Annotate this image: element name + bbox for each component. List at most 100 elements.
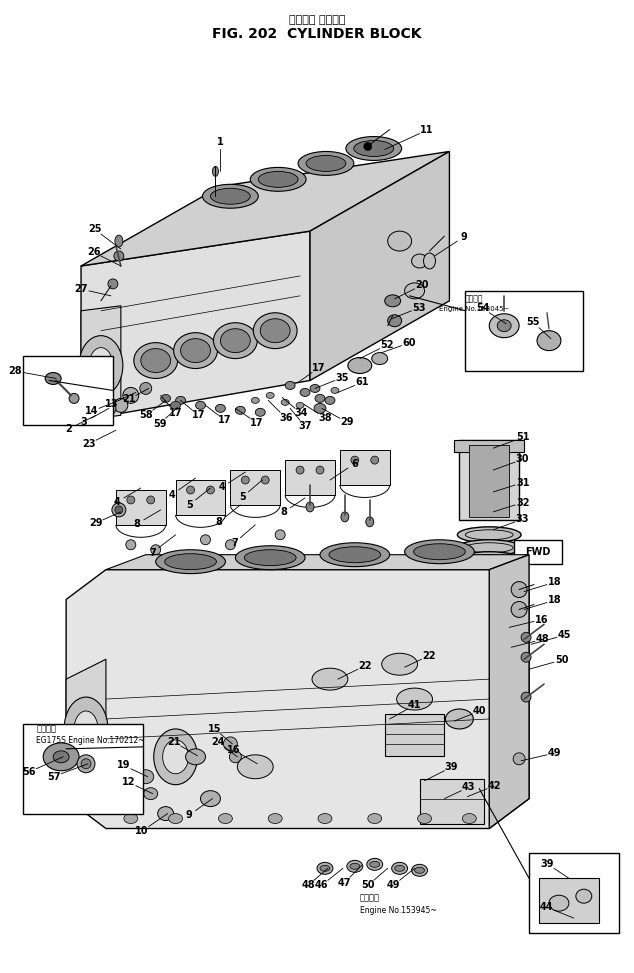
- Text: 4: 4: [113, 497, 120, 507]
- Text: 21: 21: [167, 737, 181, 747]
- Bar: [469, 446, 509, 517]
- Ellipse shape: [576, 889, 592, 903]
- Ellipse shape: [497, 320, 511, 332]
- Text: 26: 26: [87, 247, 101, 258]
- Text: 42: 42: [488, 780, 501, 791]
- Ellipse shape: [258, 171, 298, 188]
- Text: 44: 44: [540, 902, 553, 912]
- Ellipse shape: [115, 506, 123, 514]
- Text: 21: 21: [122, 394, 136, 404]
- Ellipse shape: [314, 404, 326, 414]
- Ellipse shape: [200, 791, 221, 807]
- Polygon shape: [340, 450, 390, 485]
- Ellipse shape: [424, 253, 436, 269]
- Ellipse shape: [366, 517, 374, 526]
- Ellipse shape: [212, 166, 219, 176]
- Ellipse shape: [411, 864, 427, 877]
- Ellipse shape: [446, 709, 474, 729]
- Text: 5: 5: [239, 492, 245, 502]
- Ellipse shape: [511, 582, 527, 597]
- Text: 8: 8: [216, 517, 223, 526]
- Ellipse shape: [221, 329, 250, 352]
- Text: 56: 56: [22, 767, 36, 777]
- Ellipse shape: [415, 867, 425, 874]
- Ellipse shape: [511, 601, 527, 618]
- Text: 適用号機: 適用号機: [360, 893, 380, 903]
- Polygon shape: [310, 152, 450, 380]
- Ellipse shape: [300, 388, 310, 396]
- Ellipse shape: [77, 755, 95, 773]
- Ellipse shape: [181, 339, 210, 363]
- Ellipse shape: [347, 860, 363, 873]
- Ellipse shape: [256, 409, 265, 416]
- Text: FIG. 202  CYLINDER BLOCK: FIG. 202 CYLINDER BLOCK: [212, 27, 422, 41]
- Text: 46: 46: [315, 881, 328, 890]
- Text: 17: 17: [250, 417, 264, 428]
- Ellipse shape: [134, 342, 178, 378]
- Ellipse shape: [244, 550, 296, 565]
- Text: 38: 38: [318, 413, 332, 422]
- Ellipse shape: [316, 466, 324, 474]
- Text: 48: 48: [536, 634, 550, 644]
- Ellipse shape: [123, 387, 139, 404]
- Bar: [385, 714, 444, 756]
- Ellipse shape: [513, 753, 525, 765]
- Ellipse shape: [350, 863, 360, 869]
- Text: 適用号機: 適用号機: [36, 725, 56, 734]
- Text: 17: 17: [169, 409, 183, 418]
- Ellipse shape: [138, 770, 153, 783]
- Ellipse shape: [146, 496, 155, 504]
- Ellipse shape: [306, 156, 346, 171]
- Text: 8: 8: [280, 507, 287, 518]
- Ellipse shape: [457, 540, 521, 556]
- Ellipse shape: [163, 739, 188, 774]
- Text: 4: 4: [218, 483, 225, 492]
- Text: 50: 50: [361, 881, 375, 890]
- Ellipse shape: [165, 554, 216, 569]
- Ellipse shape: [43, 742, 79, 771]
- Ellipse shape: [216, 405, 226, 413]
- Ellipse shape: [139, 382, 152, 394]
- Ellipse shape: [387, 232, 411, 251]
- Ellipse shape: [219, 813, 233, 823]
- Polygon shape: [81, 232, 310, 420]
- Polygon shape: [176, 480, 226, 515]
- Text: 49: 49: [548, 748, 562, 758]
- Ellipse shape: [226, 540, 235, 550]
- Ellipse shape: [317, 862, 333, 875]
- Text: 8: 8: [134, 519, 140, 529]
- Text: 32: 32: [516, 497, 529, 508]
- Text: 29: 29: [340, 417, 354, 427]
- Ellipse shape: [315, 394, 325, 403]
- Ellipse shape: [169, 813, 183, 823]
- Ellipse shape: [296, 403, 304, 409]
- Ellipse shape: [397, 688, 432, 710]
- Ellipse shape: [537, 331, 561, 350]
- Polygon shape: [539, 879, 598, 923]
- Ellipse shape: [250, 167, 306, 192]
- Text: 1: 1: [217, 136, 224, 147]
- Text: 25: 25: [88, 225, 101, 234]
- Text: 45: 45: [558, 631, 571, 640]
- Bar: [420, 778, 484, 823]
- Ellipse shape: [367, 858, 383, 870]
- Text: Engine No.153045~: Engine No.153045~: [439, 306, 510, 311]
- Text: 9: 9: [461, 232, 467, 241]
- Ellipse shape: [521, 692, 531, 703]
- Text: 24: 24: [211, 737, 225, 747]
- Ellipse shape: [223, 737, 237, 751]
- Ellipse shape: [462, 813, 476, 823]
- Ellipse shape: [310, 384, 320, 392]
- Ellipse shape: [320, 543, 390, 566]
- Text: 19: 19: [117, 760, 131, 771]
- Ellipse shape: [411, 254, 427, 268]
- Ellipse shape: [126, 540, 136, 550]
- Ellipse shape: [394, 865, 404, 871]
- Polygon shape: [116, 490, 165, 524]
- Ellipse shape: [202, 184, 258, 208]
- Ellipse shape: [45, 373, 61, 384]
- Text: 6: 6: [351, 458, 358, 469]
- Ellipse shape: [385, 295, 401, 306]
- Ellipse shape: [372, 352, 387, 365]
- Ellipse shape: [230, 751, 242, 763]
